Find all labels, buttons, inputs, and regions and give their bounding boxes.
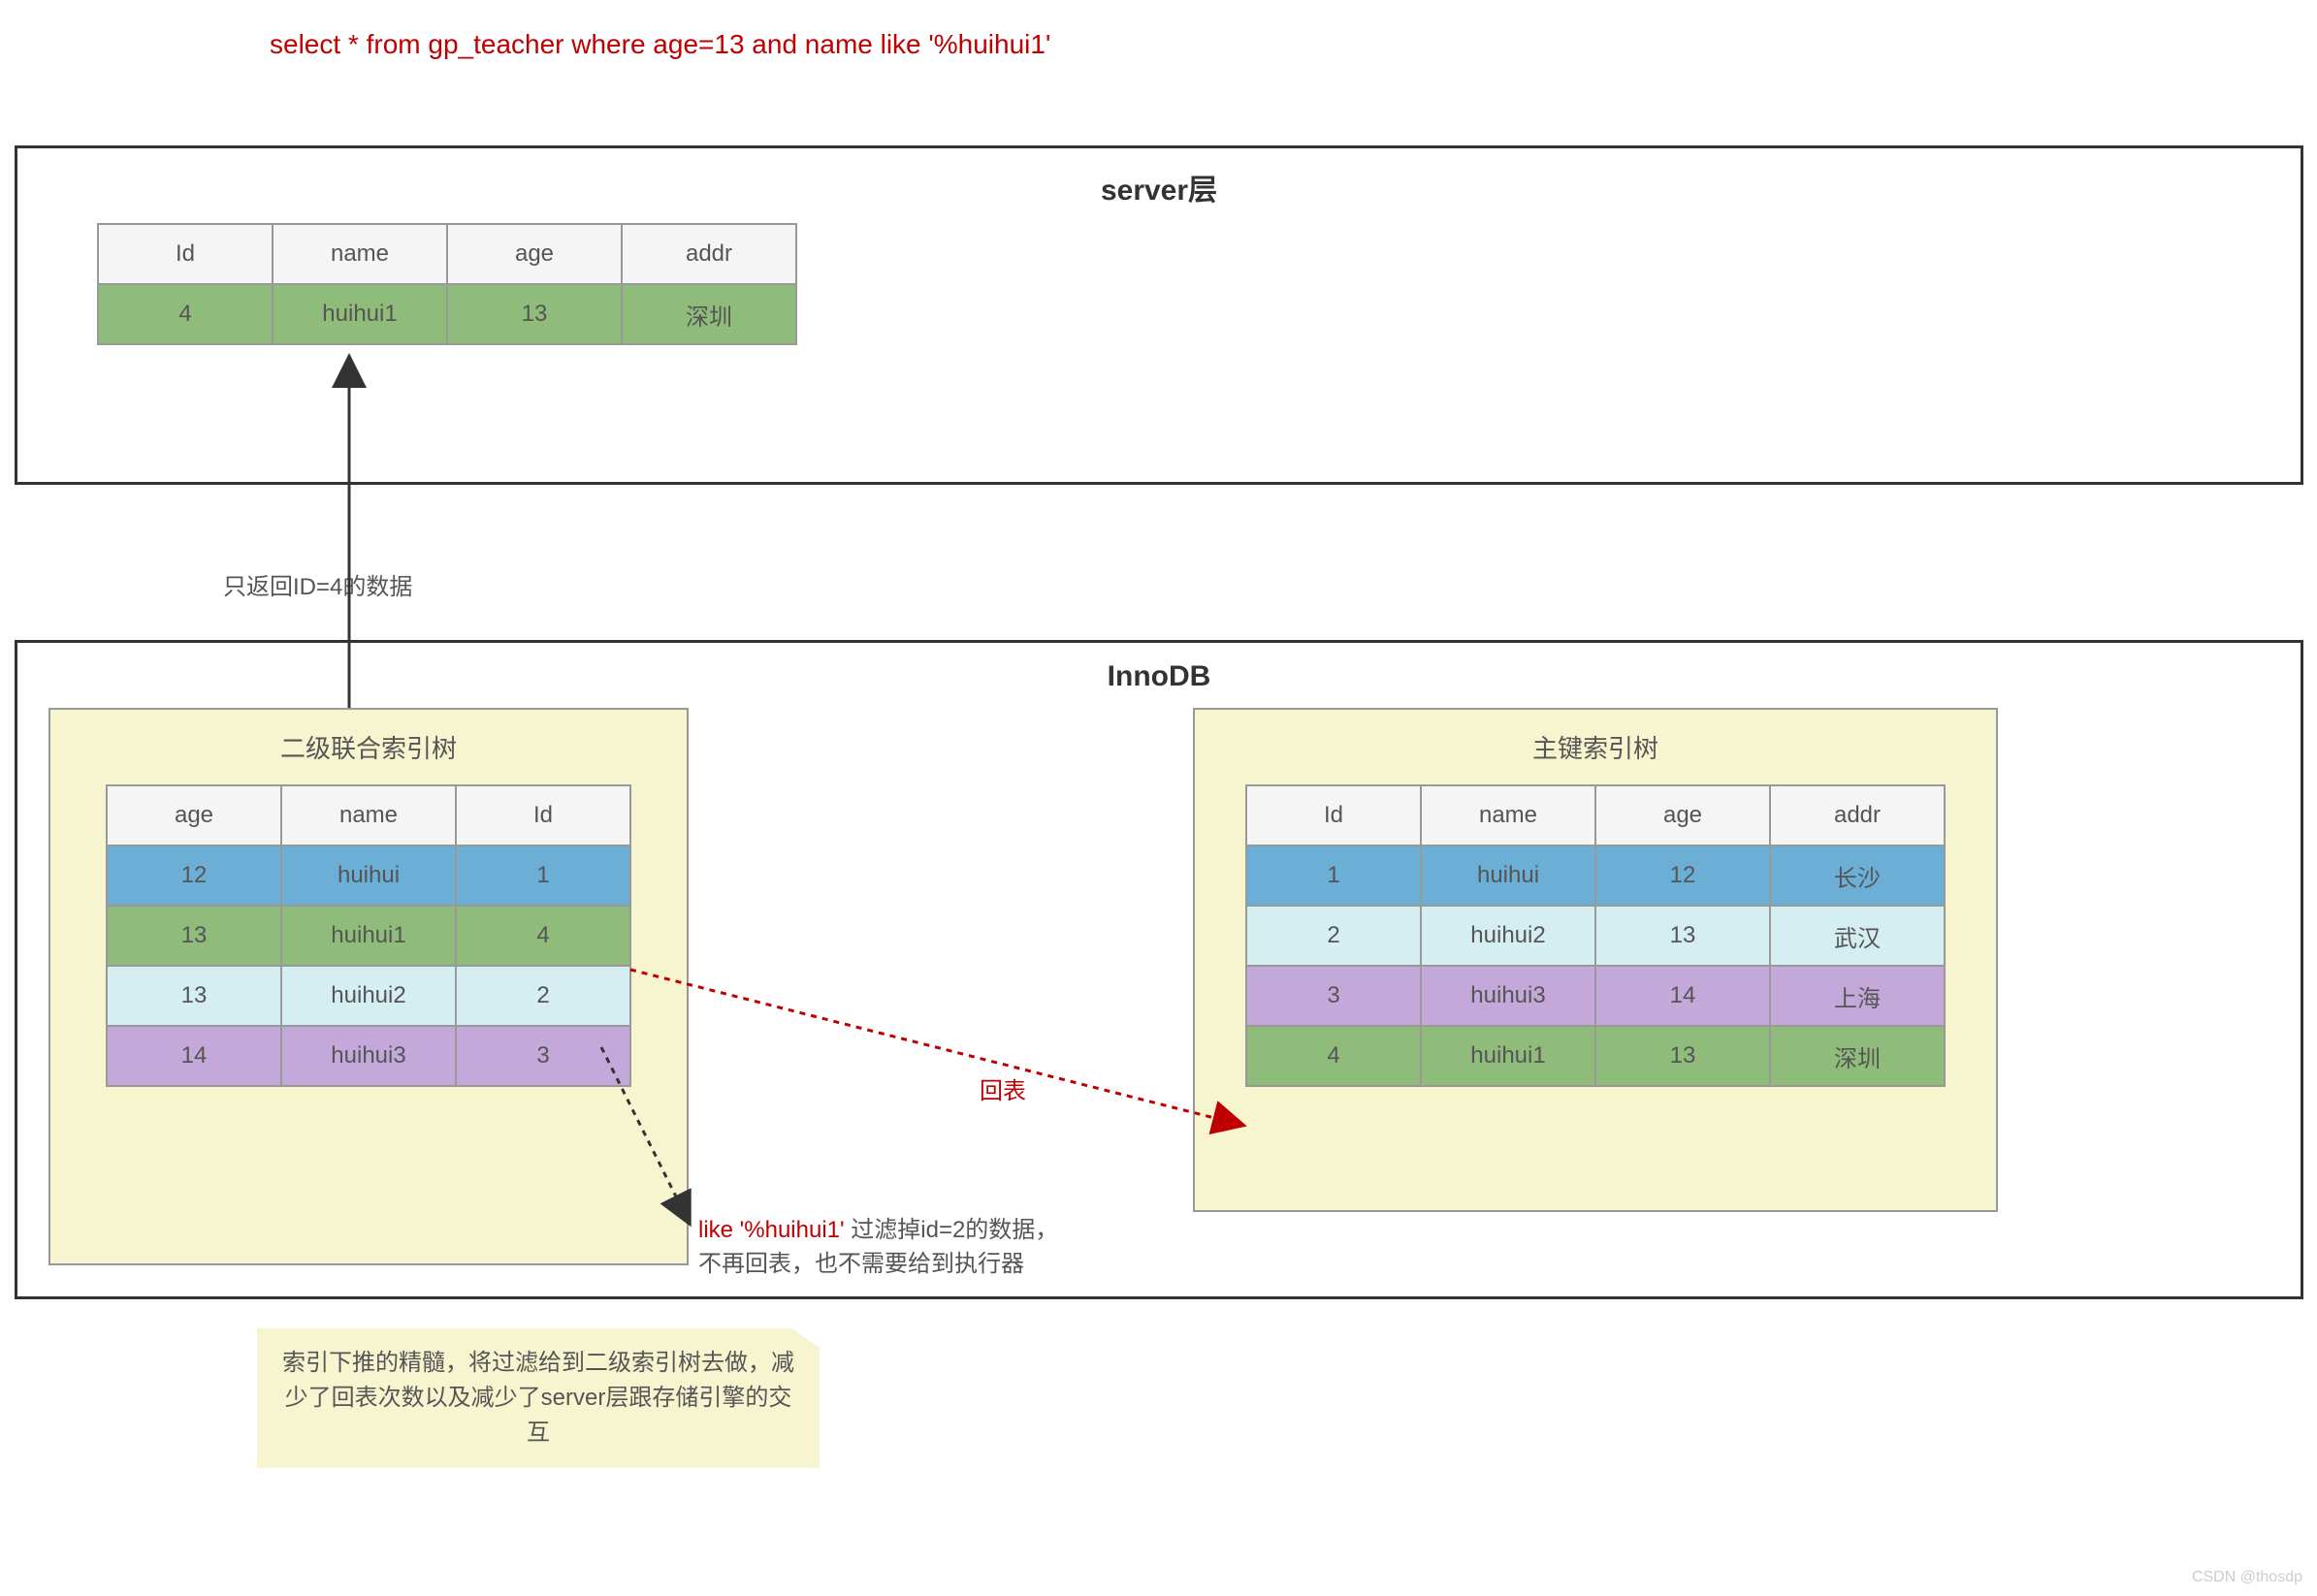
table-cell: 武汉: [1770, 906, 1945, 966]
secondary-index-title: 二级联合索引树: [50, 729, 687, 765]
table-cell: 4: [98, 284, 273, 344]
table-cell: 长沙: [1770, 846, 1945, 906]
filter-black-text-1: 过滤掉id=2的数据，: [845, 1217, 1059, 1243]
table-header-cell: name: [281, 785, 456, 846]
table-header-cell: addr: [622, 224, 796, 284]
table-header-cell: Id: [1246, 785, 1421, 846]
secondary-index-box: 二级联合索引树 agenameId 12huihui113huihui1413h…: [48, 708, 689, 1265]
table-row: 4huihui113深圳: [1246, 1026, 1945, 1086]
table-row: 3huihui314上海: [1246, 966, 1945, 1026]
table-header-cell: age: [447, 224, 622, 284]
sql-query-text: select * from gp_teacher where age=13 an…: [270, 29, 1050, 60]
lookup-label: 回表: [980, 1071, 1026, 1105]
server-layer-title: server层: [17, 166, 2301, 208]
table-cell: 2: [456, 966, 630, 1026]
table-cell: 13: [107, 906, 281, 966]
table-cell: huihui1: [281, 906, 456, 966]
table-cell: 深圳: [622, 284, 796, 344]
primary-index-box: 主键索引树 Idnameageaddr 1huihui12长沙2huihui21…: [1193, 708, 1998, 1212]
table-cell: 3: [1246, 966, 1421, 1026]
table-cell: 1: [1246, 846, 1421, 906]
table-cell: huihui2: [281, 966, 456, 1026]
filter-black-text-2: 不再回表，也不需要给到执行器: [698, 1251, 1024, 1277]
table-cell: 4: [456, 906, 630, 966]
secondary-index-table: agenameId 12huihui113huihui1413huihui221…: [106, 784, 631, 1087]
table-cell: 13: [1595, 1026, 1770, 1086]
watermark: CSDN @thosdp: [2192, 1569, 2302, 1586]
table-cell: 14: [107, 1026, 281, 1086]
table-header-cell: Id: [98, 224, 273, 284]
table-row: 14huihui33: [107, 1026, 630, 1086]
table-row: 2huihui213武汉: [1246, 906, 1945, 966]
table-cell: 深圳: [1770, 1026, 1945, 1086]
table-cell: 1: [456, 846, 630, 906]
table-cell: huihui3: [1421, 966, 1595, 1026]
table-cell: huihui: [1421, 846, 1595, 906]
filter-annotation: like '%huihui1' 过滤掉id=2的数据， 不再回表，也不需要给到执…: [698, 1210, 1183, 1278]
table-cell: 14: [1595, 966, 1770, 1026]
return-arrow-label: 只返回ID=4的数据: [223, 567, 412, 601]
table-cell: huihui3: [281, 1026, 456, 1086]
table-cell: 13: [447, 284, 622, 344]
table-cell: huihui2: [1421, 906, 1595, 966]
table-cell: 2: [1246, 906, 1421, 966]
table-header-cell: name: [1421, 785, 1595, 846]
table-header-cell: name: [273, 224, 447, 284]
filter-red-text: like '%huihui1': [698, 1217, 845, 1243]
primary-index-title: 主键索引树: [1195, 729, 1996, 765]
table-cell: 13: [107, 966, 281, 1026]
table-cell: huihui: [281, 846, 456, 906]
bottom-note: 索引下推的精髓，将过滤给到二级索引树去做，减少了回表次数以及减少了server层…: [257, 1328, 820, 1468]
table-cell: 上海: [1770, 966, 1945, 1026]
table-cell: 13: [1595, 906, 1770, 966]
table-cell: 12: [107, 846, 281, 906]
innodb-layer-title: InnoDB: [17, 660, 2301, 693]
server-result-table: Idnameageaddr 4huihui113深圳: [97, 223, 797, 345]
table-cell: huihui1: [273, 284, 447, 344]
table-row: 4huihui113深圳: [98, 284, 796, 344]
table-row: 13huihui22: [107, 966, 630, 1026]
primary-index-table: Idnameageaddr 1huihui12长沙2huihui213武汉3hu…: [1245, 784, 1946, 1087]
table-row: 1huihui12长沙: [1246, 846, 1945, 906]
table-header-cell: addr: [1770, 785, 1945, 846]
table-header-cell: age: [1595, 785, 1770, 846]
table-header-cell: age: [107, 785, 281, 846]
table-row: 12huihui1: [107, 846, 630, 906]
table-row: 13huihui14: [107, 906, 630, 966]
table-cell: huihui1: [1421, 1026, 1595, 1086]
table-cell: 4: [1246, 1026, 1421, 1086]
table-cell: 12: [1595, 846, 1770, 906]
table-header-cell: Id: [456, 785, 630, 846]
table-cell: 3: [456, 1026, 630, 1086]
